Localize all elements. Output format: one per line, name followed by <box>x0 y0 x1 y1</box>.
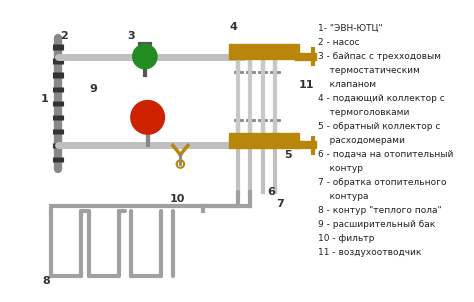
Text: 7: 7 <box>276 199 284 209</box>
Bar <box>229 44 299 59</box>
Text: 10: 10 <box>170 194 185 204</box>
Text: 4 - подающий коллектор с: 4 - подающий коллектор с <box>318 94 445 103</box>
Text: 5: 5 <box>284 150 292 160</box>
Text: 1- "ЭВН-ЮТЦ": 1- "ЭВН-ЮТЦ" <box>318 24 383 33</box>
Text: 11 - воздухоотводчик: 11 - воздухоотводчик <box>318 248 421 257</box>
Text: 6 - подача на отопительный: 6 - подача на отопительный <box>318 150 453 159</box>
Bar <box>229 133 299 148</box>
Text: 5 - обратный коллектор с: 5 - обратный коллектор с <box>318 122 440 131</box>
Text: 9 - расширительный бак: 9 - расширительный бак <box>318 220 435 229</box>
Text: термостатическим: термостатическим <box>318 66 419 75</box>
Text: 2: 2 <box>60 31 67 41</box>
Text: термоголовками: термоголовками <box>318 108 409 117</box>
Text: 3 - байпас с трехходовым: 3 - байпас с трехходовым <box>318 52 441 61</box>
Circle shape <box>133 44 157 69</box>
Text: 3: 3 <box>127 31 135 41</box>
Text: 10 - фильтр: 10 - фильтр <box>318 234 374 243</box>
Text: 9: 9 <box>90 84 97 94</box>
Text: 2 - насос: 2 - насос <box>318 38 359 47</box>
Text: контур: контур <box>318 164 363 173</box>
Text: 4: 4 <box>230 22 237 32</box>
Text: 11: 11 <box>299 80 314 90</box>
Text: контура: контура <box>318 192 368 201</box>
Text: 7 - обратка отопительного: 7 - обратка отопительного <box>318 178 446 187</box>
Text: 1: 1 <box>41 94 49 104</box>
Circle shape <box>131 101 164 134</box>
Text: 8 - контур "теплого пола": 8 - контур "теплого пола" <box>318 206 441 215</box>
Text: клапаном: клапаном <box>318 80 376 89</box>
Text: 6: 6 <box>267 187 275 197</box>
Text: расходомерами: расходомерами <box>318 136 405 145</box>
Text: 8: 8 <box>43 276 51 286</box>
